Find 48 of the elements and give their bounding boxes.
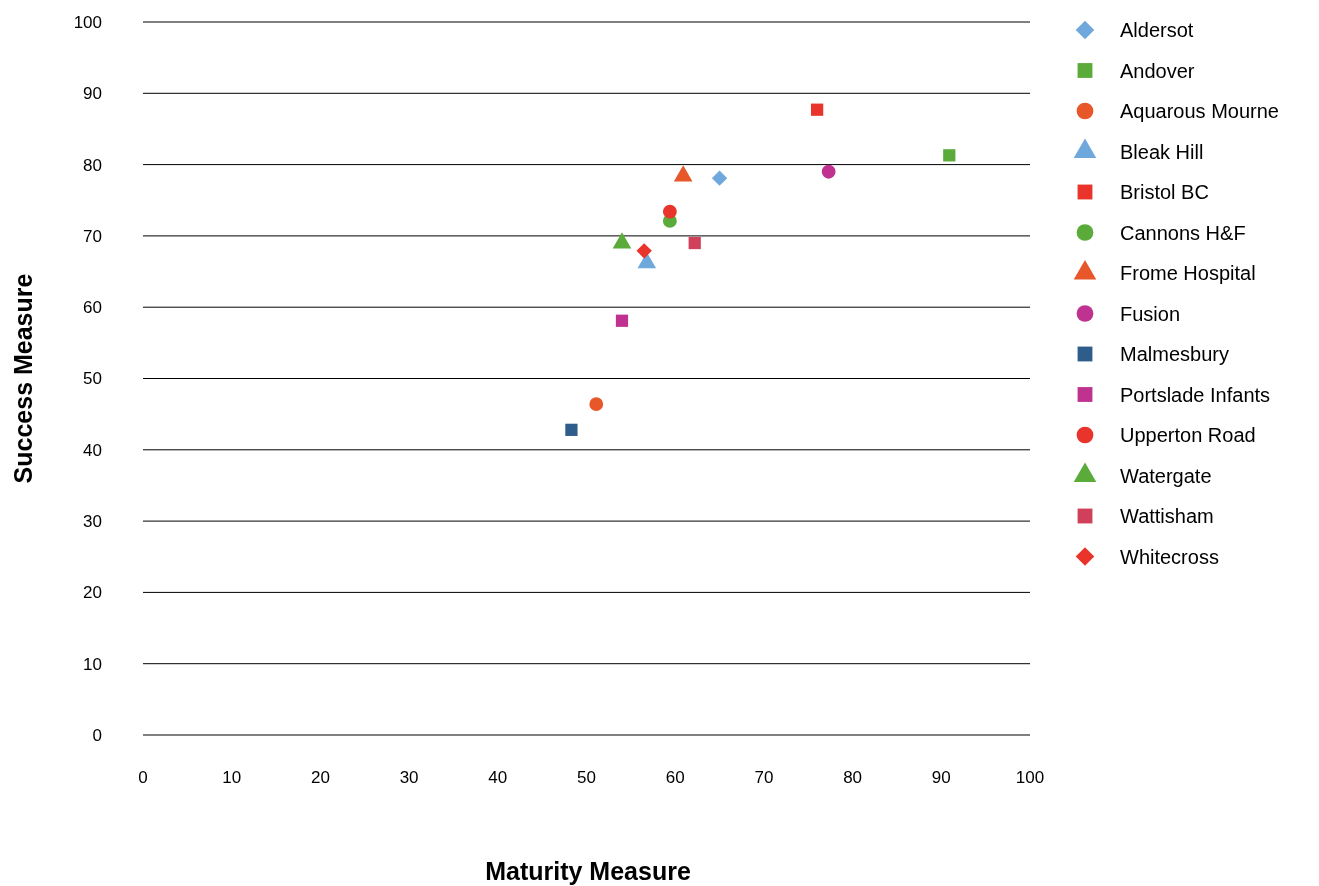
- legend-label: Frome Hospital: [1120, 262, 1256, 284]
- legend-label: Andover: [1120, 59, 1195, 82]
- y-tick-label: 60: [83, 298, 102, 318]
- y-tick-label: 20: [83, 583, 102, 603]
- point: [821, 164, 836, 179]
- legend-label: Upperton Road: [1120, 424, 1256, 446]
- y-tick-label: 80: [83, 155, 102, 175]
- y-axis-title: Success Measure: [9, 273, 37, 484]
- x-axis-title: Maturity Measure: [485, 857, 691, 885]
- legend-label: Malmesbury: [1120, 343, 1229, 365]
- legend-label: Aquarous Mourne: [1120, 100, 1279, 122]
- point: [811, 103, 824, 116]
- y-tick-label: 70: [83, 226, 102, 246]
- legend-label: Aldersot: [1120, 19, 1194, 41]
- y-tick-label: 10: [83, 654, 102, 674]
- legend-label: Fusion: [1120, 302, 1181, 325]
- x-tick-label: 0: [138, 768, 148, 787]
- point: [688, 236, 701, 250]
- x-tick-label: 30: [399, 768, 419, 787]
- point: [662, 204, 677, 219]
- legend-label: Bristol BC: [1120, 181, 1209, 203]
- x-tick-label: 70: [754, 768, 774, 787]
- x-tick-label: 10: [222, 768, 242, 787]
- x-tick-label: 40: [488, 768, 508, 787]
- x-tick-label: 50: [577, 768, 596, 787]
- x-tick-label: 20: [310, 768, 330, 787]
- y-tick-label: 100: [73, 12, 102, 32]
- legend-label: Cannons H&F: [1120, 221, 1246, 244]
- y-tick-label: 0: [92, 725, 102, 745]
- legend-label: Wattisham: [1120, 505, 1214, 527]
- x-tick-label: 100: [1015, 768, 1045, 787]
- point: [636, 243, 652, 259]
- x-tick-label: 90: [931, 768, 951, 787]
- x-tick-label: 60: [665, 768, 685, 787]
- legend-label: Portslade Infants: [1120, 383, 1271, 406]
- y-tick-label: 90: [83, 84, 102, 104]
- point: [615, 314, 629, 327]
- legend-label: Whitecross: [1120, 545, 1219, 568]
- y-tick-label: 40: [83, 440, 102, 460]
- legend-label: Bleak Hill: [1120, 140, 1204, 163]
- y-tick-label: 30: [83, 512, 102, 532]
- point: [589, 397, 604, 412]
- point: [943, 149, 956, 162]
- x-tick-label: 80: [843, 768, 863, 787]
- point: [711, 170, 728, 186]
- legend-label: Watergate: [1120, 464, 1212, 487]
- point: [565, 423, 578, 436]
- y-tick-label: 50: [83, 369, 102, 389]
